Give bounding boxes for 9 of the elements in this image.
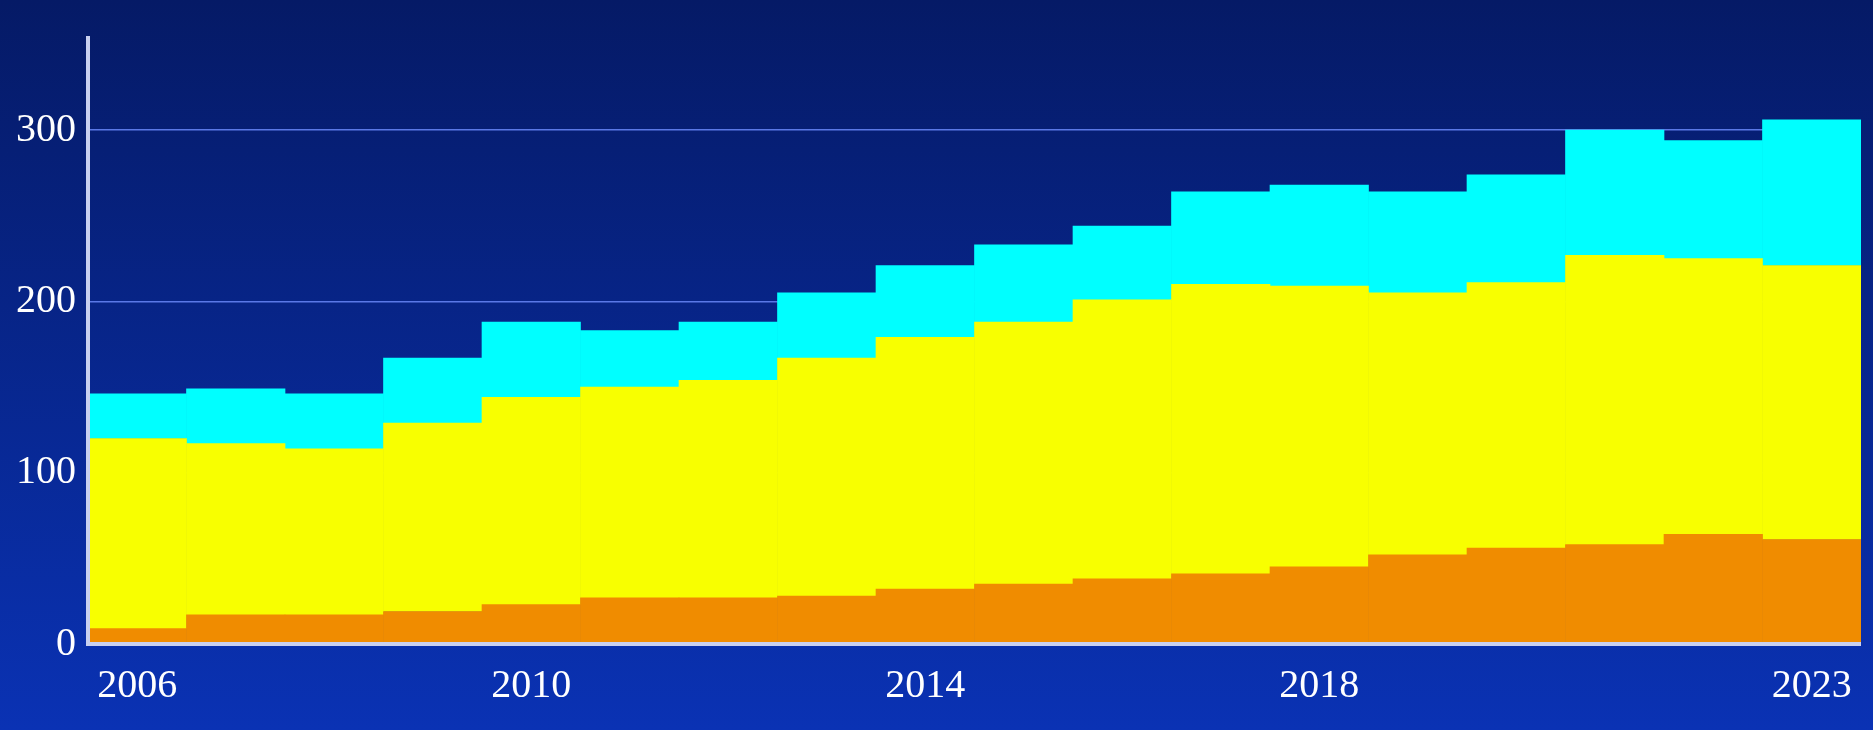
x-tick-label: 2014 [885, 660, 966, 706]
y-tick-label: 200 [16, 275, 76, 321]
y-tick-label: 100 [16, 447, 76, 493]
x-tick-label: 2006 [97, 660, 178, 706]
y-tick-label: 300 [16, 104, 76, 150]
x-tick-label: 2023 [1771, 660, 1852, 706]
y-tick-label: 0 [56, 618, 76, 664]
x-tick-label: 2018 [1279, 660, 1360, 706]
x-tick-label: 2010 [491, 660, 572, 706]
